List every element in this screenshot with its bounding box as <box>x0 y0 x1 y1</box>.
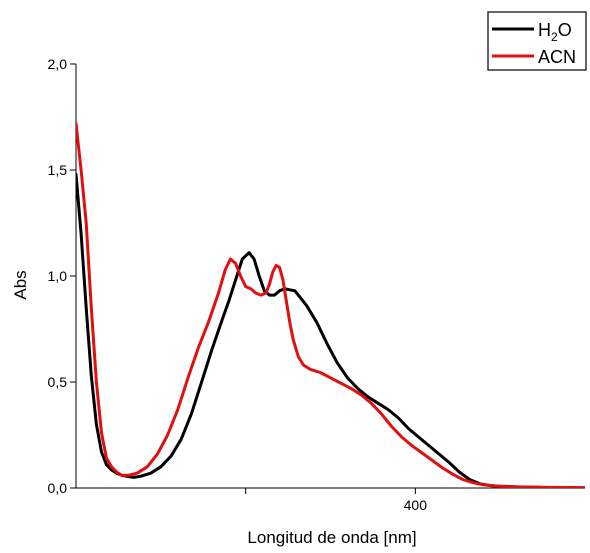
y-tick-label: 0,0 <box>48 480 68 496</box>
y-tick-label: 2,0 <box>48 56 68 72</box>
x-tick-label: 400 <box>404 497 428 513</box>
series-line-acn <box>76 121 585 488</box>
legend: H2O ACN <box>487 11 587 71</box>
plot-area: 0,0 0,5 1,0 1,5 2,0 400 <box>48 56 585 513</box>
y-tick-label: 1,0 <box>48 268 68 284</box>
y-tick-label: 1,5 <box>48 162 68 178</box>
y-tick-label: 0,5 <box>48 374 68 390</box>
y-axis-label: Abs <box>11 270 30 299</box>
legend-label: H2O <box>538 20 572 44</box>
series-line-h2o <box>76 172 585 488</box>
legend-label: ACN <box>538 47 576 67</box>
x-axis-label: Longitud de onda [nm] <box>247 528 416 547</box>
legend-box <box>487 11 587 71</box>
